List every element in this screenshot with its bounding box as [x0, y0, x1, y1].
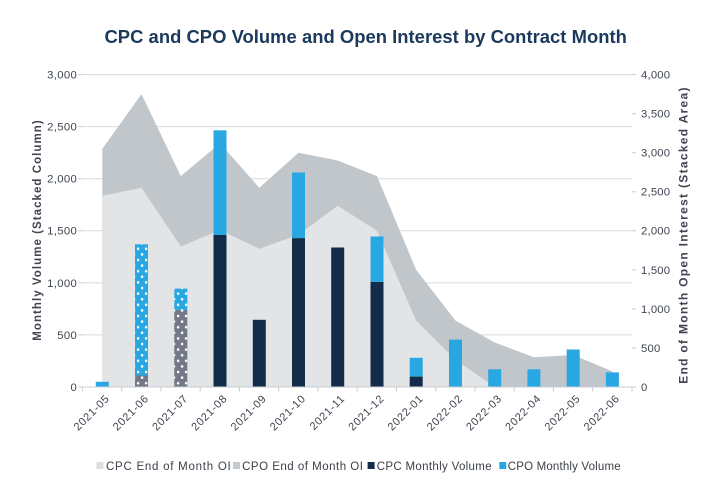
- svg-text:4,000: 4,000: [641, 70, 670, 82]
- svg-text:2022-05: 2022-05: [543, 393, 584, 434]
- svg-text:End of Month Open Interest (St: End of Month Open Interest (Stacked Area…: [677, 86, 691, 384]
- svg-text:2021-08: 2021-08: [189, 393, 230, 434]
- svg-text:2022-06: 2022-06: [582, 393, 623, 434]
- svg-text:2021-06: 2021-06: [111, 393, 152, 434]
- svg-text:2022-01: 2022-01: [386, 393, 427, 434]
- svg-text:2022-03: 2022-03: [464, 393, 505, 434]
- svg-text:500: 500: [641, 343, 660, 355]
- svg-text:Monthly Volume (Stacked Column: Monthly Volume (Stacked Column): [32, 119, 44, 340]
- svg-text:CPO Monthly Volume: CPO Monthly Volume: [508, 461, 621, 473]
- svg-text:2021-05: 2021-05: [72, 393, 113, 434]
- svg-text:2,000: 2,000: [641, 226, 670, 238]
- svg-text:500: 500: [57, 330, 77, 342]
- svg-text:0: 0: [71, 382, 78, 394]
- svg-text:3,500: 3,500: [641, 109, 670, 121]
- svg-text:2021-12: 2021-12: [346, 393, 387, 434]
- svg-text:2021-07: 2021-07: [150, 393, 191, 434]
- svg-text:2022-04: 2022-04: [503, 393, 544, 434]
- svg-text:CPC and CPO Volume and Open In: CPC and CPO Volume and Open Interest by …: [105, 26, 627, 47]
- svg-text:3,000: 3,000: [641, 148, 670, 160]
- svg-text:CPO End of Month OI: CPO End of Month OI: [242, 461, 363, 473]
- svg-text:2022-02: 2022-02: [425, 393, 466, 434]
- svg-text:1,500: 1,500: [641, 265, 670, 277]
- svg-text:2021-11: 2021-11: [308, 393, 348, 433]
- svg-text:2,500: 2,500: [641, 187, 670, 199]
- svg-text:2,000: 2,000: [47, 174, 77, 186]
- svg-text:2021-10: 2021-10: [268, 393, 309, 434]
- svg-text:2,500: 2,500: [47, 122, 77, 134]
- svg-text:CPC End of Month OI: CPC End of Month OI: [106, 461, 231, 473]
- svg-text:0: 0: [641, 382, 647, 394]
- svg-text:1,000: 1,000: [641, 304, 670, 316]
- svg-text:CPC Monthly Volume: CPC Monthly Volume: [377, 461, 492, 473]
- svg-text:1,000: 1,000: [47, 278, 77, 290]
- svg-text:1,500: 1,500: [47, 226, 77, 238]
- svg-text:3,000: 3,000: [47, 70, 77, 82]
- svg-text:2021-09: 2021-09: [229, 393, 270, 434]
